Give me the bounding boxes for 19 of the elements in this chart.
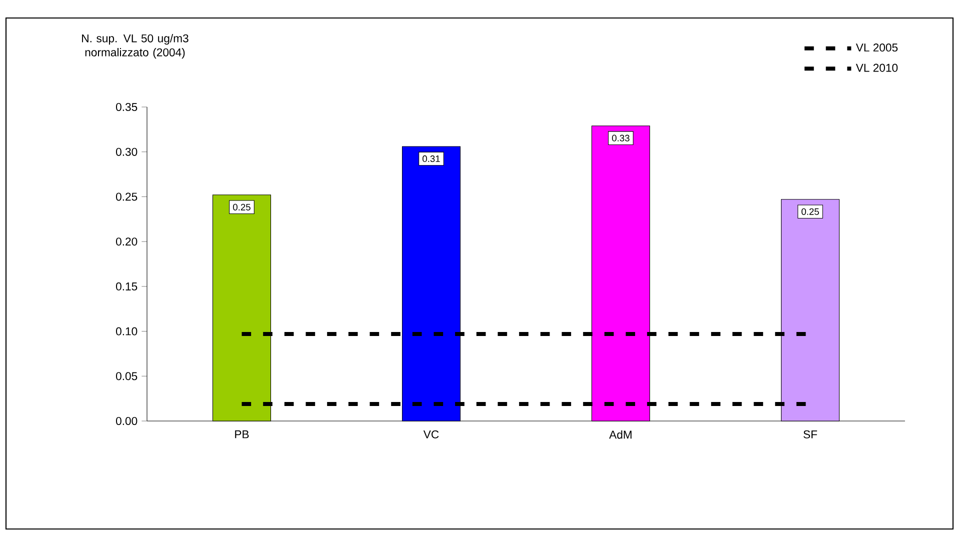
y-tick-label: 0.15: [116, 282, 138, 290]
y-axis-title: N. sup. VL 50 ug/m3 normalizzato (2004): [82, 34, 188, 59]
x-tick-label: AdM: [609, 430, 632, 439]
x-tick-label: SF: [804, 430, 818, 438]
y-tick-label: 0.30: [116, 148, 138, 156]
legend-label: VL 2010: [856, 64, 898, 72]
data-label: 0.31: [422, 155, 440, 162]
y-tick-label: 0.10: [116, 327, 138, 336]
data-label: 0.25: [802, 208, 819, 215]
y-tick-label: 0.35: [116, 102, 138, 112]
x-tick-label: PB: [235, 430, 249, 438]
y-tick-label: 0.05: [116, 372, 138, 380]
data-label: 0.33: [612, 134, 630, 142]
y-tick-label: 0.00: [116, 416, 138, 426]
legend-label: VL 2005: [856, 44, 898, 52]
y-tick-label: 0.20: [116, 238, 138, 246]
data-label: 0.25: [233, 204, 250, 210]
y-tick-label: 0.25: [116, 192, 138, 201]
x-tick-label: VC: [423, 430, 439, 438]
